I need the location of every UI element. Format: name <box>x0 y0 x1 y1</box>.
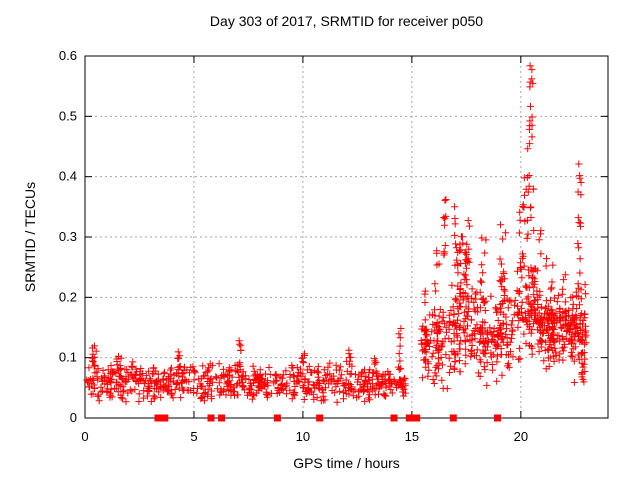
y-tick-label: 0.6 <box>59 48 77 63</box>
y-tick-label: 0.4 <box>59 169 77 184</box>
zero-value-marker <box>316 414 324 422</box>
x-tick-label: 10 <box>296 429 310 444</box>
y-tick-label: 0.3 <box>59 229 77 244</box>
x-tick-label: 15 <box>405 429 419 444</box>
chart-title: Day 303 of 2017, SRMTID for receiver p05… <box>209 13 484 29</box>
zero-value-marker <box>390 414 398 422</box>
zero-value-marker <box>449 414 457 422</box>
y-tick-label: 0.5 <box>59 108 77 123</box>
zero-value-marker <box>273 414 281 422</box>
zero-value-marker <box>218 414 226 422</box>
zero-value-markers <box>154 414 501 422</box>
x-axis-label: GPS time / hours <box>293 455 400 471</box>
zero-value-marker <box>207 414 215 422</box>
axis-ticks <box>84 55 608 419</box>
zero-value-marker <box>161 414 169 422</box>
y-tick-label: 0.2 <box>59 289 77 304</box>
x-tick-label: 5 <box>190 429 197 444</box>
x-tick-label: 0 <box>81 429 88 444</box>
zero-value-marker <box>405 414 421 422</box>
x-tick-label: 20 <box>514 429 528 444</box>
zero-value-marker <box>494 414 501 422</box>
zero-value-marker <box>154 414 162 422</box>
y-tick-label: 0.1 <box>59 350 77 365</box>
scatter-points <box>83 62 590 406</box>
y-tick-label: 0 <box>70 410 77 425</box>
